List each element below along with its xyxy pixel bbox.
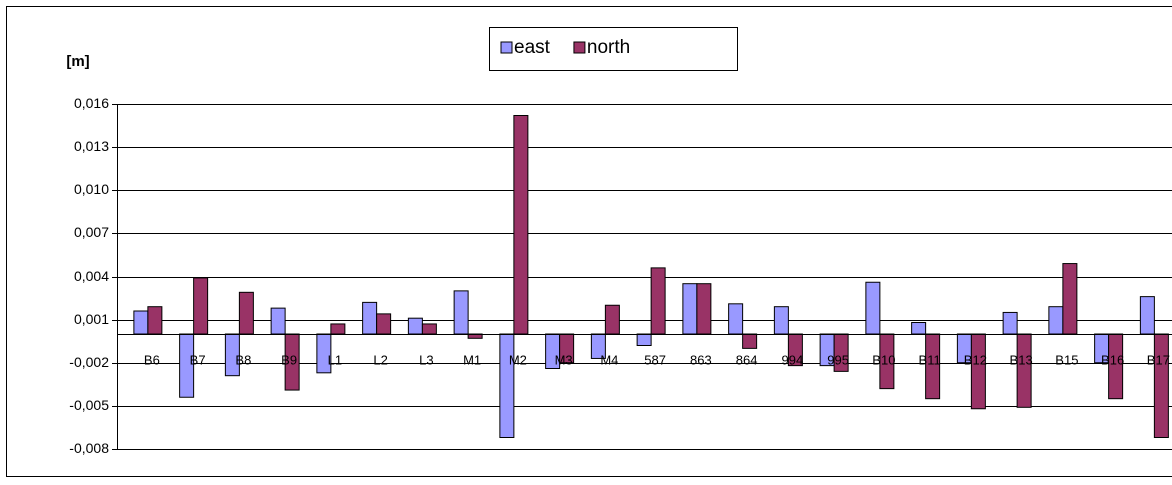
bar [133,310,149,335]
bar [499,333,515,438]
legend-label: east [514,37,551,58]
bar [1048,306,1064,335]
y-tick-label: -0,008 [69,440,109,456]
bar [636,333,652,346]
bar [742,333,758,349]
bar [270,307,286,335]
bar [193,277,209,335]
x-tick-label: L2 [373,352,387,367]
x-tick-label: B6 [144,352,160,367]
y-tick-label: 0,016 [74,95,109,111]
x-tick-label: B15 [1055,352,1078,367]
bar [970,333,986,410]
y-tick-label: 0,007 [74,224,109,240]
x-tick-label: 863 [690,352,712,367]
bar [773,306,789,335]
legend-swatch [500,41,513,54]
y-tick-label: 0,001 [74,311,109,327]
x-tick-label: M2 [509,352,527,367]
bar [330,323,346,335]
bar [362,301,378,335]
x-tick-label: 864 [736,352,758,367]
x-tick-label: B12 [964,352,987,367]
x-tick-label: 995 [827,352,849,367]
x-tick-label: 587 [644,352,666,367]
bar [696,283,712,335]
bar [1062,263,1078,335]
legend-box [489,27,738,71]
y-tick-label: -0,002 [69,354,109,370]
y-tick-label: -0,005 [69,397,109,413]
y-tick-label: 0,010 [74,181,109,197]
legend-label: north [587,37,630,58]
x-tick-label: L3 [419,352,433,367]
bar [513,115,529,335]
bar [682,283,698,335]
x-tick-label: B13 [1010,352,1033,367]
x-tick-label: B11 [919,352,941,367]
bar [1139,296,1155,335]
bar [1153,333,1169,438]
bar [865,281,881,335]
x-tick-label: 994 [782,352,804,367]
bar [238,291,254,335]
x-tick-label: B9 [281,352,297,367]
bar [453,290,469,335]
x-tick-label: B8 [235,352,251,367]
x-tick-label: M3 [555,352,573,367]
x-tick-label: M4 [600,352,618,367]
bar [728,303,744,335]
x-tick-label: B16 [1101,352,1124,367]
bar [407,317,423,335]
bar [604,304,620,335]
bar [376,313,392,335]
y-tick-label: 0,013 [74,138,109,154]
x-tick-label: M1 [463,352,481,367]
legend-swatch [573,41,586,54]
bar [1016,333,1032,408]
legend: east north [489,27,738,71]
y-axis-label: [m] [66,53,89,70]
bar [421,323,437,335]
bar [1002,311,1018,335]
y-tick-label: 0,004 [74,268,109,284]
bar [650,267,666,335]
x-tick-label: B17 [1147,352,1170,367]
x-tick-label: B7 [190,352,206,367]
x-tick-label: L1 [328,352,342,367]
x-tick-label: B10 [872,352,895,367]
bar [147,306,163,335]
bar [911,322,927,335]
